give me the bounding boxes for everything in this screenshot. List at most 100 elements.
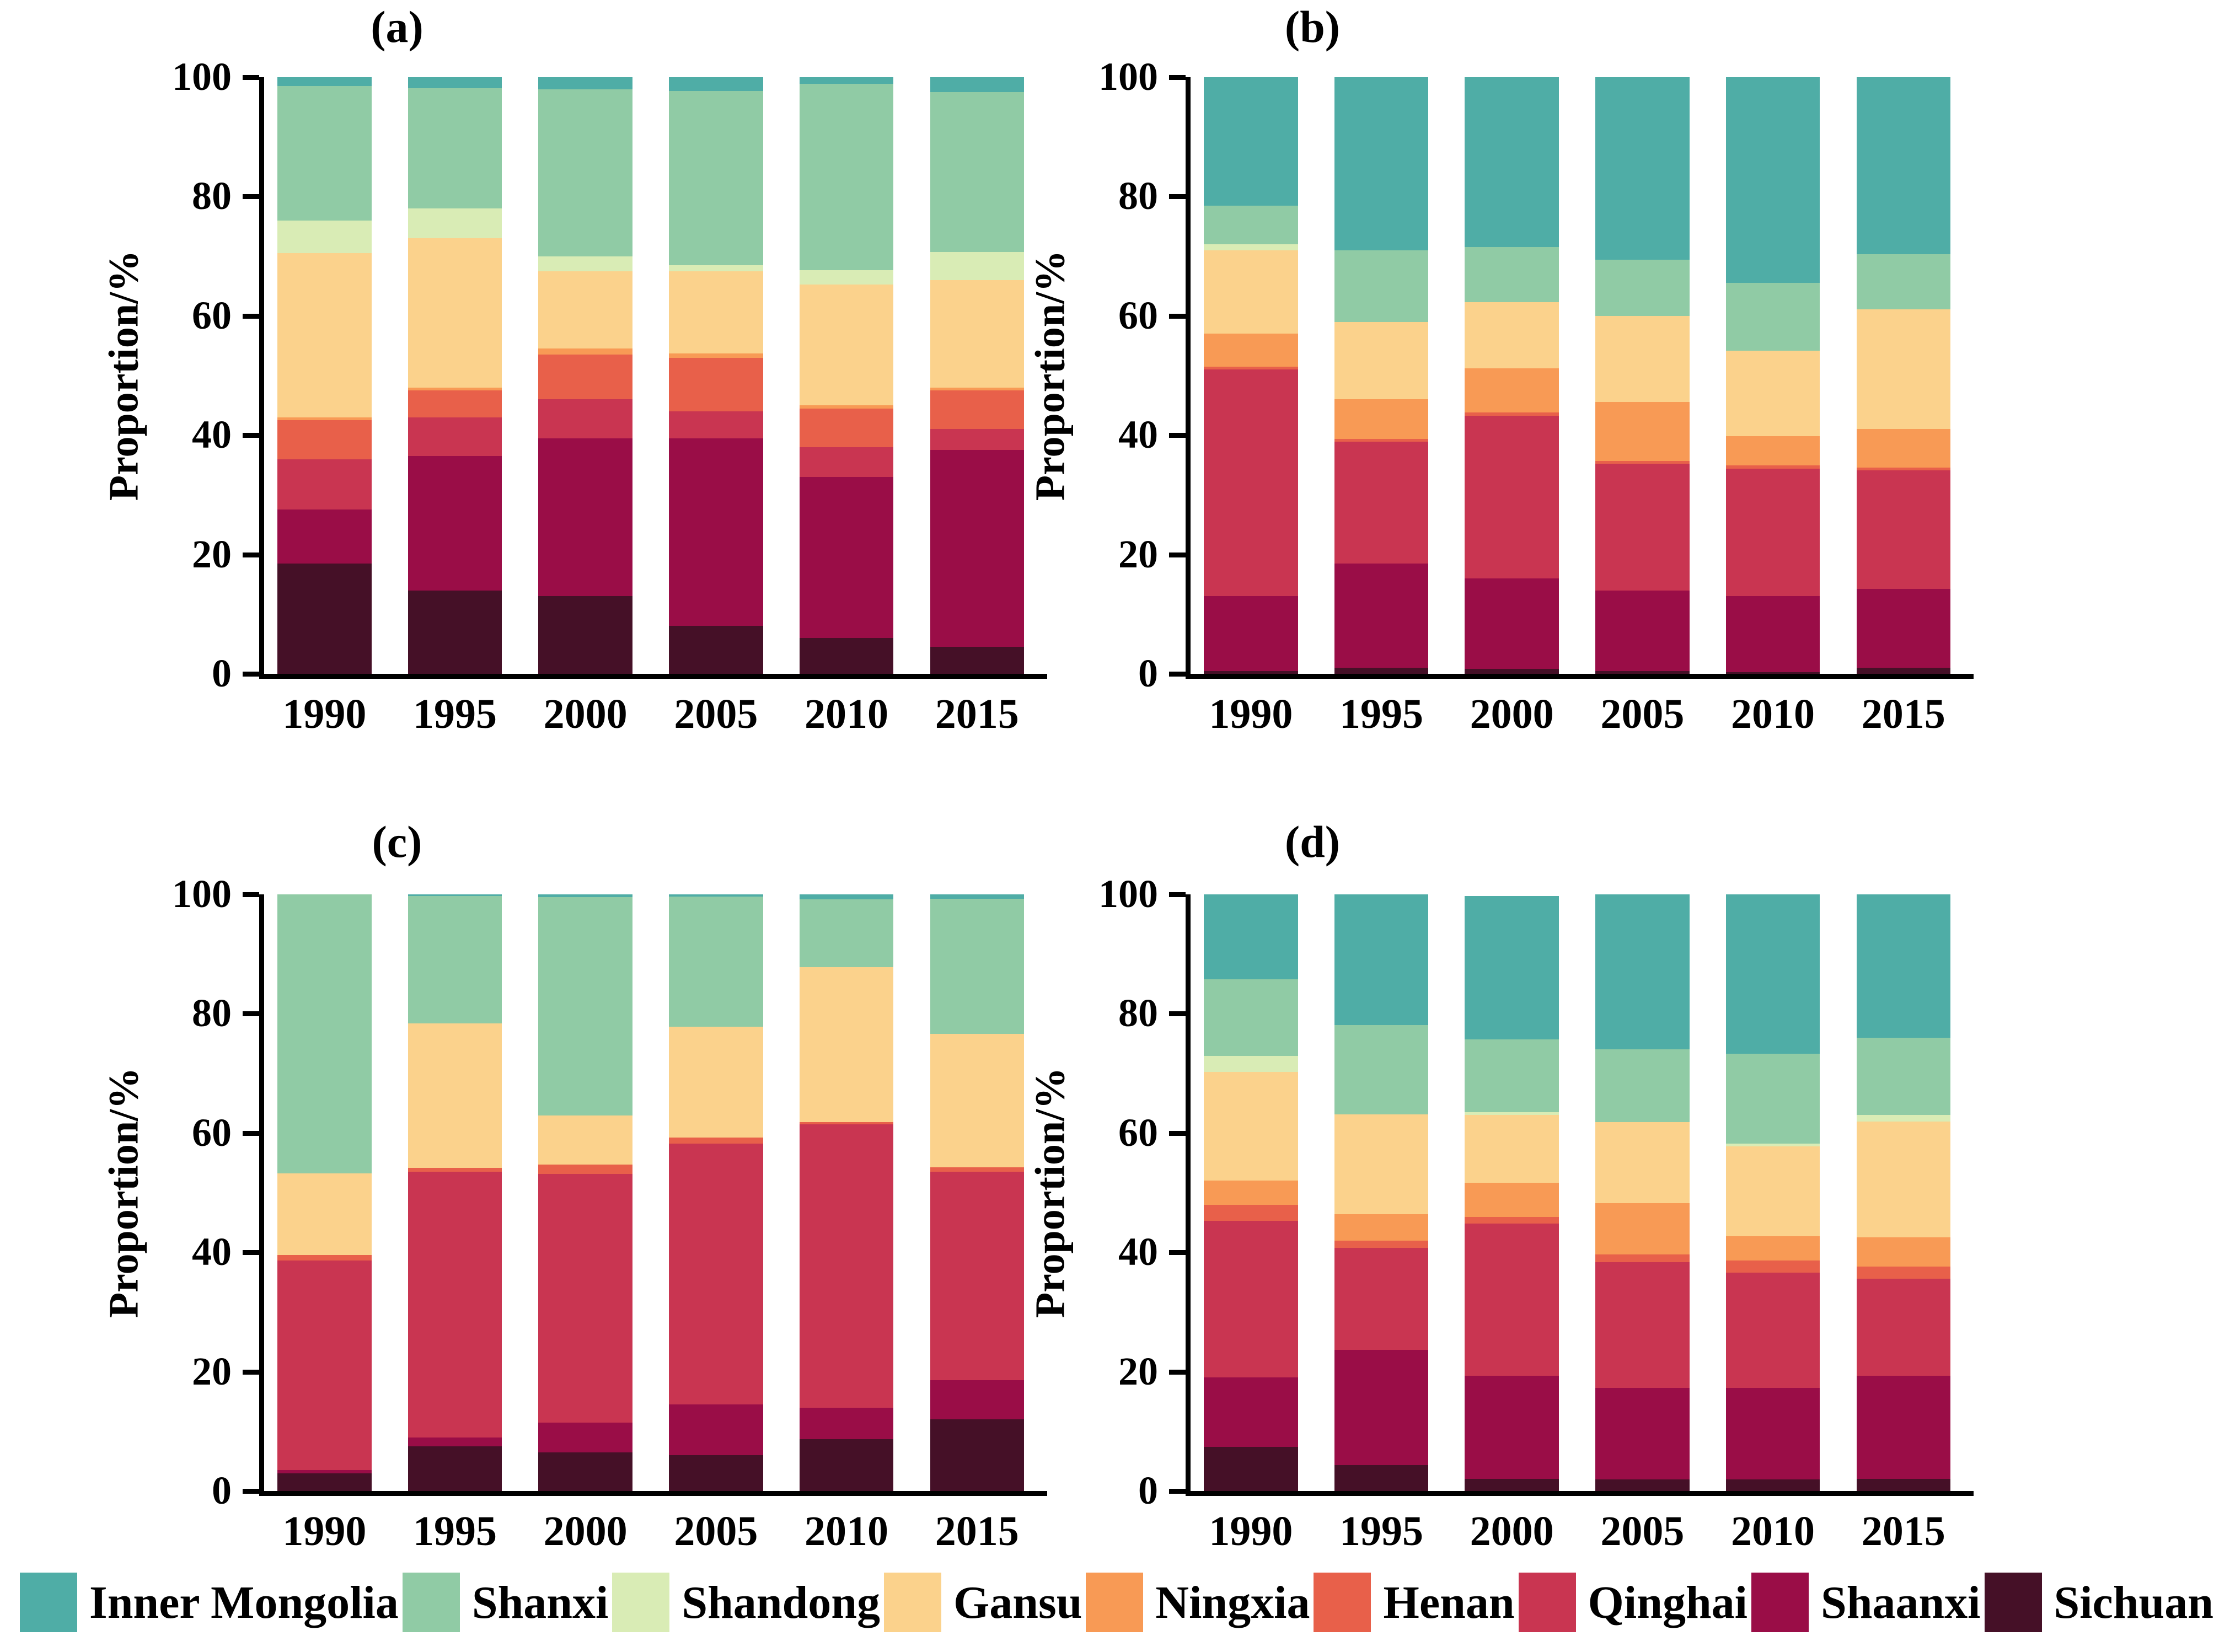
- legend-swatch-shandong: [612, 1573, 670, 1632]
- panel-b-x-axis-labels: 1990 1995 2000 2005 2010 2015: [1186, 690, 1969, 738]
- panel-d-year-label-2005: 2005: [1600, 1508, 1685, 1554]
- panel-b-title: (b): [1284, 2, 1341, 52]
- panel-d-2015-shandong-segment: [1856, 1115, 1950, 1122]
- panel-c-2015-gansu-segment: [930, 1034, 1024, 1167]
- panel-d-slot-1990: [1186, 894, 1316, 1491]
- panel-a-1995-sichuan-segment: [408, 590, 502, 674]
- panel-a-ytick-label-20: 20: [192, 532, 232, 576]
- panel-b-1990-gansu-segment: [1204, 250, 1298, 334]
- panel-a-ytick-80: [243, 194, 259, 200]
- panel-a-1995-shaanxi-segment: [408, 456, 502, 591]
- panel-c-slot-2015: [912, 894, 1042, 1491]
- panel-b-2010-shanxi-segment: [1725, 283, 1820, 351]
- panel-b-1990-henan-segment: [1204, 366, 1298, 370]
- panel-d-slot-1995: [1316, 894, 1447, 1491]
- legend-swatch-shaanxi: [1751, 1573, 1809, 1632]
- panel-a-2005-gansu-segment: [669, 271, 763, 353]
- panel-b-ytick-label-60: 60: [1118, 293, 1158, 337]
- panel-a-ytick-40: [243, 433, 259, 438]
- panel-d-2000-henan-segment: [1465, 1217, 1559, 1224]
- panel-b-1990-shanxi-segment: [1204, 205, 1298, 244]
- panel-a-2015-shanxi-segment: [930, 92, 1024, 253]
- panel-c-1995-henan-segment: [408, 1167, 502, 1172]
- panel-d-2010-qinghai-segment: [1725, 1273, 1820, 1388]
- panel-b-ytick-20: [1169, 552, 1186, 557]
- panel-d-2000-sichuan-segment: [1465, 1479, 1559, 1491]
- panel-a-2000-shanxi-segment: [538, 89, 632, 256]
- panel-b-2005-shaanxi-segment: [1595, 590, 1690, 671]
- panel-c-1990-henan-segment: [277, 1254, 372, 1261]
- panel-c-year-label-2000: 2000: [543, 1508, 628, 1554]
- panel-c-1995-inner-mongolia-segment: [408, 894, 502, 897]
- legend-label-qinghai: Qinghai: [1588, 1576, 1747, 1628]
- panel-d-2015-qinghai-segment: [1856, 1278, 1950, 1376]
- panel-d-2000-qinghai-segment: [1465, 1224, 1559, 1376]
- panel-c-2005-shanxi-segment: [669, 897, 763, 1027]
- panel-c-1990-shanxi-segment: [277, 894, 372, 1174]
- panel-d-2015-sichuan-segment: [1856, 1479, 1950, 1491]
- panel-b-1990-shandong-segment: [1204, 244, 1298, 250]
- legend-item-gansu: Gansu: [883, 1573, 1082, 1632]
- panel-a-1990-henan-segment: [277, 420, 372, 459]
- panel-a-2015-henan-segment: [930, 390, 1024, 430]
- panel-a-2010-sichuan-segment: [799, 638, 894, 674]
- legend-label-shaanxi: Shaanxi: [1821, 1576, 1981, 1628]
- panel-c-1990-qinghai-segment: [277, 1261, 372, 1471]
- panel-b-2015-qinghai-segment: [1856, 470, 1950, 589]
- panel-b-2015-shaanxi-segment: [1856, 589, 1950, 668]
- panel-b-ytick-label-20: 20: [1118, 532, 1158, 576]
- panel-b-2000-ningxia-segment: [1465, 368, 1559, 413]
- panel-d-2000-shandong-segment: [1465, 1112, 1559, 1115]
- panel-d-2005-ningxia-segment: [1595, 1203, 1690, 1255]
- panel-a-1990-shanxi-segment: [277, 86, 372, 221]
- panel-a-slot-2015: [912, 77, 1042, 674]
- panel-d-x-axis-labels: 1990 1995 2000 2005 2010 2015: [1186, 1508, 1969, 1556]
- panel-a-bar-2015: [930, 77, 1024, 674]
- panel-a-x-axis-labels: 1990 1995 2000 2005 2010 2015: [259, 690, 1042, 738]
- panel-d-2010-shaanxi-segment: [1725, 1388, 1820, 1479]
- panel-c-plot-area: [259, 894, 1047, 1496]
- panel-d-ytick-label-0: 0: [1138, 1468, 1158, 1512]
- panel-d-2015-ningxia-segment: [1856, 1237, 1950, 1267]
- panel-a-slot-2010: [781, 77, 912, 674]
- panel-a-ytick-label-60: 60: [192, 293, 232, 337]
- panel-a-ytick-100: [243, 75, 259, 80]
- panel-a-plot-area: [259, 77, 1047, 679]
- panel-c-2010-henan-segment: [799, 1122, 894, 1124]
- panel-d-2000-gansu-segment: [1465, 1115, 1559, 1183]
- panel-b-2010-henan-segment: [1725, 465, 1820, 469]
- panel-d-bar-2005: [1595, 894, 1690, 1491]
- panel-c-year-label-1990: 1990: [282, 1508, 367, 1554]
- panel-d-2000-ningxia-segment: [1465, 1182, 1559, 1217]
- panel-b-bar-2010: [1725, 77, 1820, 674]
- panel-c-2000-shanxi-segment: [538, 897, 632, 1116]
- panel-a-2015-shandong-segment: [930, 252, 1024, 280]
- panel-c-slot-2005: [651, 894, 781, 1491]
- panel-b-1990-qinghai-segment: [1204, 369, 1298, 597]
- panel-b-y-axis-title: Proportion/%: [1027, 250, 1074, 501]
- panel-d-y-axis-title: Proportion/%: [1027, 1067, 1074, 1318]
- panel-d-year-label-1990: 1990: [1209, 1508, 1293, 1554]
- panel-c-2000-henan-segment: [538, 1165, 632, 1174]
- panel-c-2000-sichuan-segment: [538, 1452, 632, 1491]
- panel-b-2005-sichuan-segment: [1595, 671, 1690, 674]
- panel-a-2005-shaanxi-segment: [669, 438, 763, 626]
- panel-d-2015-gansu-segment: [1856, 1122, 1950, 1238]
- panel-a-year-label-1995: 1995: [413, 691, 497, 737]
- panel-a-2005-sichuan-segment: [669, 626, 763, 674]
- panel-b-2005-ningxia-segment: [1595, 401, 1690, 461]
- panel-a-bars: [259, 77, 1042, 674]
- panel-c-1990-gansu-segment: [277, 1173, 372, 1255]
- panel-d-1990-gansu-segment: [1204, 1072, 1298, 1181]
- panel-c-year-label-2005: 2005: [674, 1508, 758, 1554]
- panel-d-2005-shaanxi-segment: [1595, 1388, 1690, 1479]
- legend-label-ningxia: Ningxia: [1155, 1576, 1310, 1628]
- panel-c-1995-shanxi-segment: [408, 896, 502, 1023]
- panel-a-2015-qinghai-segment: [930, 429, 1024, 450]
- panel-c-x-axis-labels: 1990 1995 2000 2005 2010 2015: [259, 1508, 1042, 1556]
- panel-a-2010-gansu-segment: [799, 284, 894, 406]
- panel-c-slot-2000: [520, 894, 651, 1491]
- panel-b-2010-shaanxi-segment: [1725, 596, 1820, 672]
- panel-a-2010-shaanxi-segment: [799, 476, 894, 639]
- panel-c-ytick-100: [243, 892, 259, 897]
